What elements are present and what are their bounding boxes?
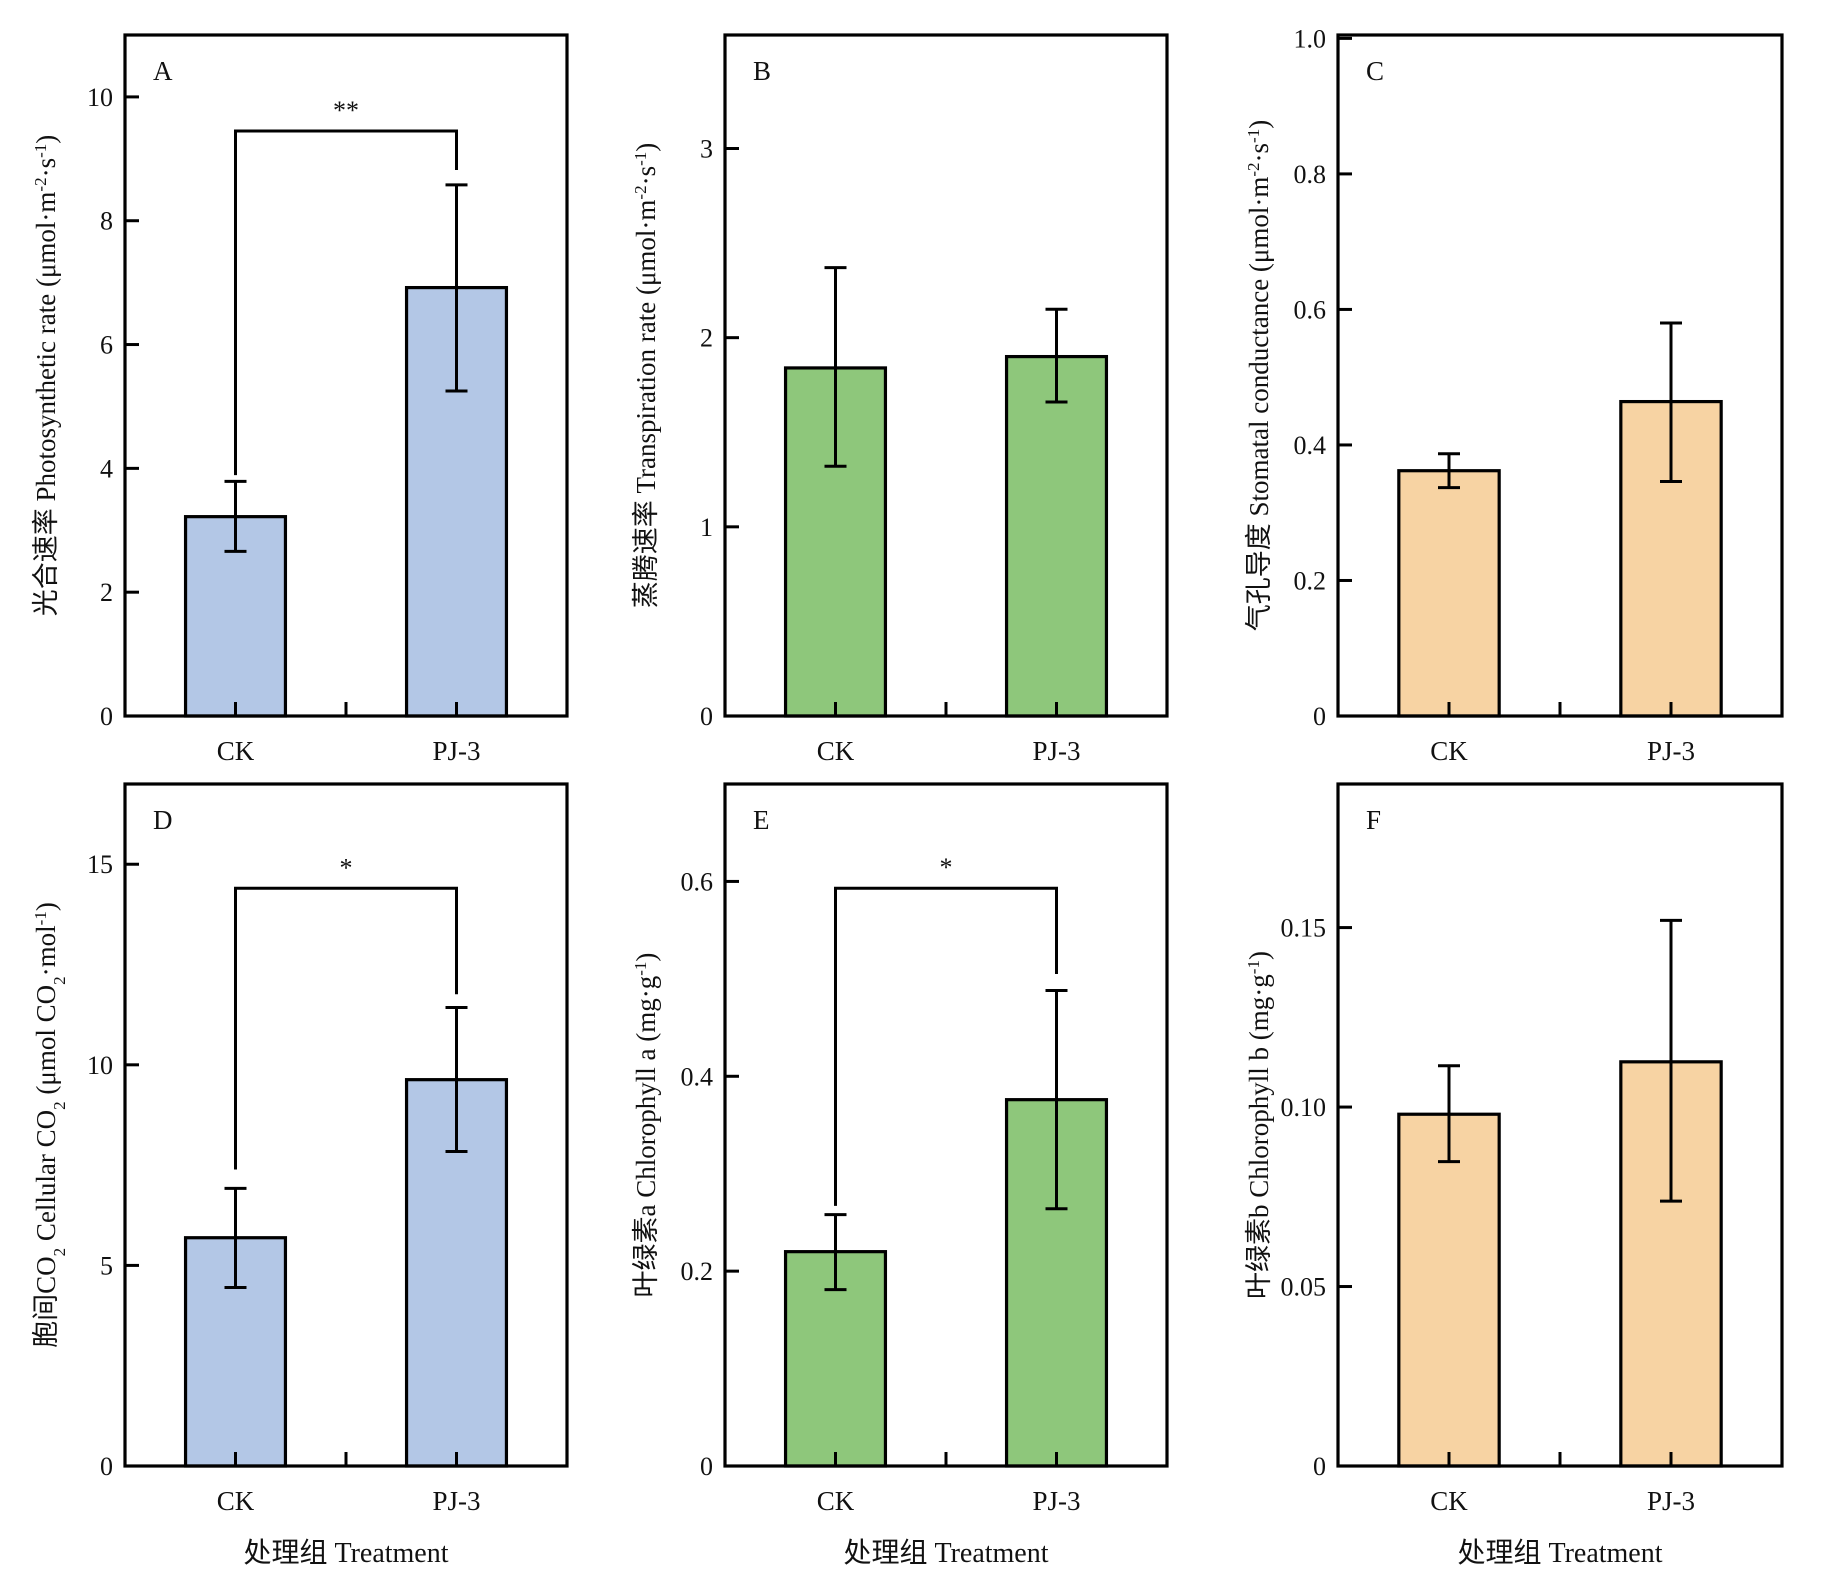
y-tick-label: 0.15 bbox=[1281, 914, 1327, 943]
plot-frame bbox=[1336, 782, 1784, 1468]
significance-label: * bbox=[940, 853, 953, 882]
plot-frame bbox=[123, 33, 569, 718]
panel-a: 0 2 4 6 8 10 CK PJ-3 A 光合速率 Photosynthetic rate (… bbox=[31, 33, 569, 766]
y-tick-label: 0.4 bbox=[681, 1062, 714, 1091]
y-tick-label: 6 bbox=[100, 331, 113, 360]
x-tick-label: CK bbox=[217, 736, 255, 766]
y-tick-label: 2 bbox=[100, 578, 113, 607]
x-tick-label: PJ-3 bbox=[1032, 736, 1080, 766]
panel-d: 0 5 10 15 CK PJ-3 D 胞间CO2 Cellular CO2 (μmol CO… bbox=[31, 782, 569, 1569]
y-tick-label: 10 bbox=[87, 83, 113, 112]
x-axis-label: 处理组 Treatment bbox=[1457, 1537, 1662, 1569]
x-axis-label: 处理组 Treatment bbox=[843, 1537, 1048, 1569]
y-tick-label: 0 bbox=[700, 702, 713, 731]
significance-label: ** bbox=[333, 96, 359, 125]
y-tick-label: 0 bbox=[1313, 702, 1326, 731]
plot-frame bbox=[1336, 33, 1784, 718]
y-axis-label: 胞间CO2 Cellular CO2 (μmol CO2·mol-1) bbox=[31, 902, 69, 1348]
y-axis-label: 气孔导度 Stomatal conductance (μmol·m-2·s-1) bbox=[1244, 120, 1275, 631]
y-tick-label: 2 bbox=[700, 324, 713, 353]
panel-label: E bbox=[753, 805, 770, 835]
x-tick-label: PJ-3 bbox=[432, 736, 480, 766]
plot-frame bbox=[723, 33, 1169, 718]
y-tick-label: 0.05 bbox=[1281, 1273, 1327, 1302]
panel-e: 0 0.2 0.4 0.6 CK PJ-3 E 叶绿素a Chlorophyll a (mg·… bbox=[631, 782, 1169, 1569]
y-tick-label: 1 bbox=[700, 513, 713, 542]
significance-label: * bbox=[340, 853, 353, 882]
significance-bracket bbox=[234, 886, 458, 1170]
x-tick-label: PJ-3 bbox=[1647, 1486, 1695, 1516]
x-tick-label: PJ-3 bbox=[1647, 736, 1695, 766]
y-tick-label: 0 bbox=[100, 702, 113, 731]
y-tick-label: 0.2 bbox=[1294, 566, 1327, 595]
y-tick-label: 0.8 bbox=[1294, 160, 1327, 189]
x-tick-label: PJ-3 bbox=[432, 1486, 480, 1516]
panel-label: B bbox=[753, 56, 771, 86]
x-tick-label: CK bbox=[217, 1486, 255, 1516]
panel-label: D bbox=[153, 805, 173, 835]
y-axis-label: 光合速率 Photosynthetic rate (μmol·m-2·s-1) bbox=[31, 135, 62, 617]
x-axis-label: 处理组 Treatment bbox=[243, 1537, 448, 1569]
y-tick-label: 0.4 bbox=[1294, 431, 1327, 460]
y-tick-label: 1.0 bbox=[1294, 24, 1327, 53]
y-tick-label: 4 bbox=[100, 454, 113, 483]
y-tick-label: 0 bbox=[700, 1452, 713, 1481]
panel-label: C bbox=[1366, 56, 1384, 86]
panel-f: 0 0.05 0.10 0.15 CK PJ-3 F 叶绿素b Chlorophyll b (… bbox=[1244, 782, 1784, 1569]
panel-b: 0 1 2 3 CK PJ-3 B 蒸腾速率 Transpiration rate (μmol… bbox=[631, 33, 1169, 766]
y-tick-label: 15 bbox=[87, 850, 113, 879]
y-axis-label: 蒸腾速率 Transpiration rate (μmol·m-2·s-1) bbox=[631, 143, 662, 609]
x-tick-label: CK bbox=[1430, 1486, 1468, 1516]
panel-label: A bbox=[153, 56, 173, 86]
y-tick-label: 0.10 bbox=[1281, 1093, 1327, 1122]
significance-bracket bbox=[834, 886, 1058, 1206]
y-axis-label: 叶绿素a Chlorophyll a (mg·g-1) bbox=[631, 953, 662, 1298]
x-tick-label: PJ-3 bbox=[1032, 1486, 1080, 1516]
y-axis-label: 叶绿素b Chlorophyll b (mg·g-1) bbox=[1244, 951, 1275, 1299]
y-tick-label: 0.2 bbox=[681, 1257, 714, 1286]
significance-bracket bbox=[234, 129, 458, 476]
x-tick-label: CK bbox=[817, 736, 855, 766]
y-tick-label: 3 bbox=[700, 135, 713, 164]
plot-frame bbox=[723, 782, 1169, 1468]
y-tick-label: 8 bbox=[100, 207, 113, 236]
y-tick-label: 0.6 bbox=[1294, 295, 1327, 324]
panel-label: F bbox=[1366, 805, 1381, 835]
bar-pj-3 bbox=[1004, 354, 1109, 718]
plot-frame bbox=[123, 782, 569, 1468]
y-tick-label: 5 bbox=[100, 1251, 113, 1280]
bar-ck bbox=[1397, 469, 1501, 718]
y-tick-label: 0 bbox=[100, 1452, 113, 1481]
y-tick-label: 10 bbox=[87, 1051, 113, 1080]
x-tick-label: CK bbox=[1430, 736, 1468, 766]
y-tick-label: 0 bbox=[1313, 1452, 1326, 1481]
panel-c: 0 0.2 0.4 0.6 0.8 1.0 CK PJ-3 C 气孔导度 Stomatal con… bbox=[1244, 24, 1784, 766]
y-tick-label: 0.6 bbox=[681, 867, 714, 896]
bar-ck bbox=[1397, 1112, 1501, 1468]
x-tick-label: CK bbox=[817, 1486, 855, 1516]
